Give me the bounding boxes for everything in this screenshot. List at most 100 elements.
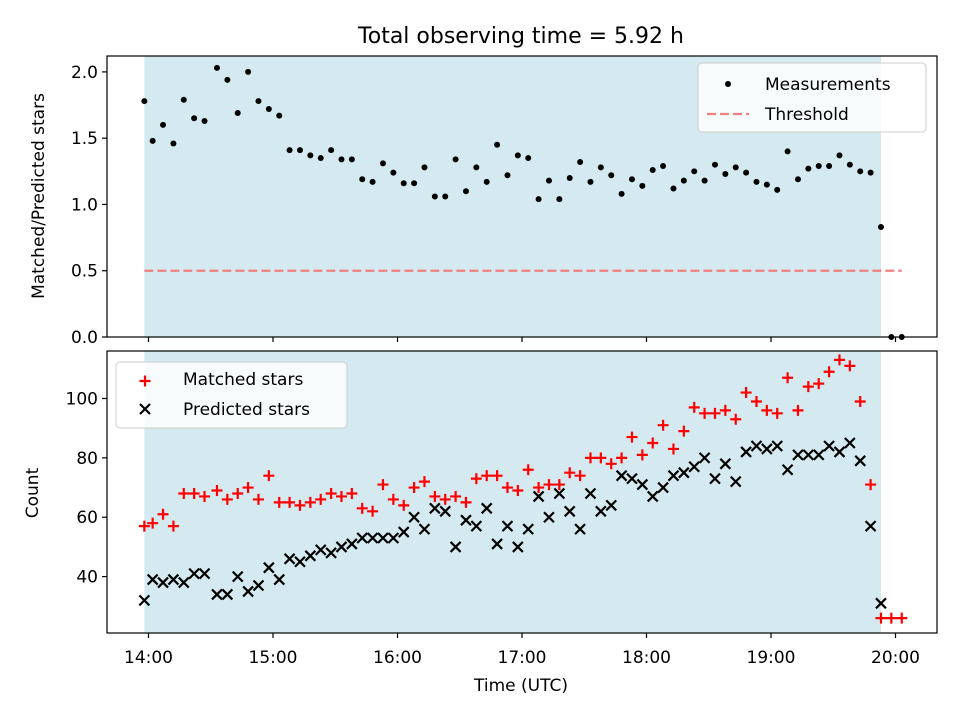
predicted-stars-point bbox=[792, 449, 804, 461]
y-tick-label: 1.0 bbox=[71, 195, 98, 215]
predicted-stars-point bbox=[532, 490, 545, 503]
x-tick-label: 19:00 bbox=[747, 648, 796, 668]
predicted-stars-point bbox=[439, 505, 452, 518]
matched-stars-point bbox=[325, 487, 337, 499]
measurement-point bbox=[618, 190, 625, 197]
matched-stars-point bbox=[346, 487, 358, 499]
predicted-stars-point bbox=[314, 544, 327, 556]
matched-stars-point bbox=[595, 452, 607, 464]
measurement-point bbox=[711, 161, 718, 168]
measurement-point bbox=[348, 156, 355, 163]
matched-stars-point bbox=[460, 496, 472, 508]
predicted-stars-point bbox=[823, 440, 835, 452]
measurement-point bbox=[191, 115, 198, 122]
predicted-stars-point bbox=[844, 437, 856, 449]
measurement-point bbox=[149, 137, 156, 144]
measurement-point bbox=[805, 165, 812, 172]
predicted-stars-point bbox=[418, 523, 431, 535]
measurement-point bbox=[473, 164, 480, 171]
predicted-stars-point bbox=[304, 550, 317, 562]
matched-stars-point bbox=[771, 407, 783, 419]
predicted-stars-point bbox=[242, 585, 254, 598]
y-tick-label: 2.0 bbox=[71, 63, 98, 83]
predicted-stars-point bbox=[729, 475, 742, 488]
predicted-stars-point bbox=[138, 594, 151, 607]
measurement-point bbox=[442, 193, 449, 200]
legend-predicted-label: Predicted stars bbox=[183, 400, 310, 420]
predicted-stars-point bbox=[283, 553, 296, 565]
predicted-stars-point bbox=[522, 523, 535, 535]
y-tick-label: 1.5 bbox=[71, 129, 98, 149]
measurement-point bbox=[639, 182, 646, 189]
matched-stars-point bbox=[543, 479, 555, 491]
matched-stars-point bbox=[626, 431, 638, 443]
matched-stars-point bbox=[263, 470, 275, 482]
legend-predicted-marker bbox=[139, 403, 151, 415]
matched-stars-point bbox=[813, 378, 825, 390]
predicted-stars-point bbox=[346, 538, 358, 550]
matched-stars-point bbox=[377, 479, 389, 491]
legend-box bbox=[115, 361, 348, 429]
measurement-point bbox=[213, 64, 220, 71]
measurement-point bbox=[504, 172, 511, 179]
predicted-stars-point bbox=[397, 526, 410, 538]
matched-stars-point bbox=[157, 508, 169, 520]
measurement-point bbox=[743, 169, 750, 176]
measurement-point bbox=[722, 170, 729, 177]
measurement-point bbox=[566, 174, 573, 181]
predicted-stars-point bbox=[252, 579, 265, 592]
matched-stars-point bbox=[450, 490, 462, 502]
predicted-stars-point bbox=[678, 466, 690, 479]
predicted-stars-point bbox=[563, 505, 576, 518]
matched-stars-point bbox=[232, 487, 244, 499]
predicted-stars-point bbox=[211, 588, 223, 601]
predicted-stars-point bbox=[387, 532, 400, 544]
y-tick-label: 0.0 bbox=[71, 328, 98, 348]
x-axis-label: Time (UTC) bbox=[473, 676, 568, 696]
predicted-stars-point bbox=[615, 469, 628, 482]
measurement-point bbox=[691, 168, 698, 175]
matched-stars-point bbox=[304, 496, 316, 508]
predicted-stars-point bbox=[750, 440, 763, 452]
measurement-point bbox=[141, 98, 148, 105]
matched-stars-point bbox=[387, 493, 399, 505]
matched-stars-point bbox=[740, 387, 752, 399]
matched-stars-point bbox=[782, 372, 794, 384]
matched-stars-point bbox=[616, 452, 628, 464]
measurement-point bbox=[180, 96, 187, 103]
predicted-stars-point bbox=[366, 532, 379, 544]
predicted-stars-point bbox=[512, 541, 524, 553]
predicted-stars-point bbox=[553, 487, 566, 500]
predicted-stars-point bbox=[198, 567, 211, 580]
matched-stars-point bbox=[750, 395, 762, 407]
measurement-point bbox=[784, 148, 791, 155]
predicted-stars-point bbox=[294, 555, 306, 568]
predicted-stars-point bbox=[740, 446, 752, 458]
x-tick-label: 17:00 bbox=[498, 648, 547, 668]
measurement-point bbox=[317, 155, 324, 162]
measurement-point bbox=[846, 161, 853, 168]
matched-stars-point bbox=[667, 443, 679, 455]
predicted-stars-point bbox=[657, 481, 669, 494]
matched-stars-point bbox=[252, 493, 264, 505]
measurement-point bbox=[224, 76, 231, 83]
x-tick-label: 15:00 bbox=[249, 648, 298, 668]
predicted-stars-point bbox=[709, 472, 721, 485]
predicted-stars-point bbox=[605, 499, 618, 512]
measurement-point bbox=[877, 223, 884, 230]
predicted-stars-point bbox=[812, 449, 825, 461]
measurement-point bbox=[732, 164, 739, 171]
measurement-point bbox=[815, 163, 822, 170]
matched-stars-point bbox=[167, 520, 179, 532]
matched-stars-point bbox=[709, 407, 721, 419]
matched-stars-point bbox=[802, 381, 814, 393]
matched-stars-point bbox=[823, 366, 835, 378]
measurement-point bbox=[296, 147, 303, 154]
matched-stars-point bbox=[273, 496, 285, 508]
x-tick-label: 14:00 bbox=[124, 648, 173, 668]
predicted-stars-point bbox=[501, 520, 514, 532]
measurement-point bbox=[421, 164, 428, 171]
legend-threshold-label: Threshold bbox=[764, 105, 849, 125]
measurement-point bbox=[307, 152, 314, 159]
